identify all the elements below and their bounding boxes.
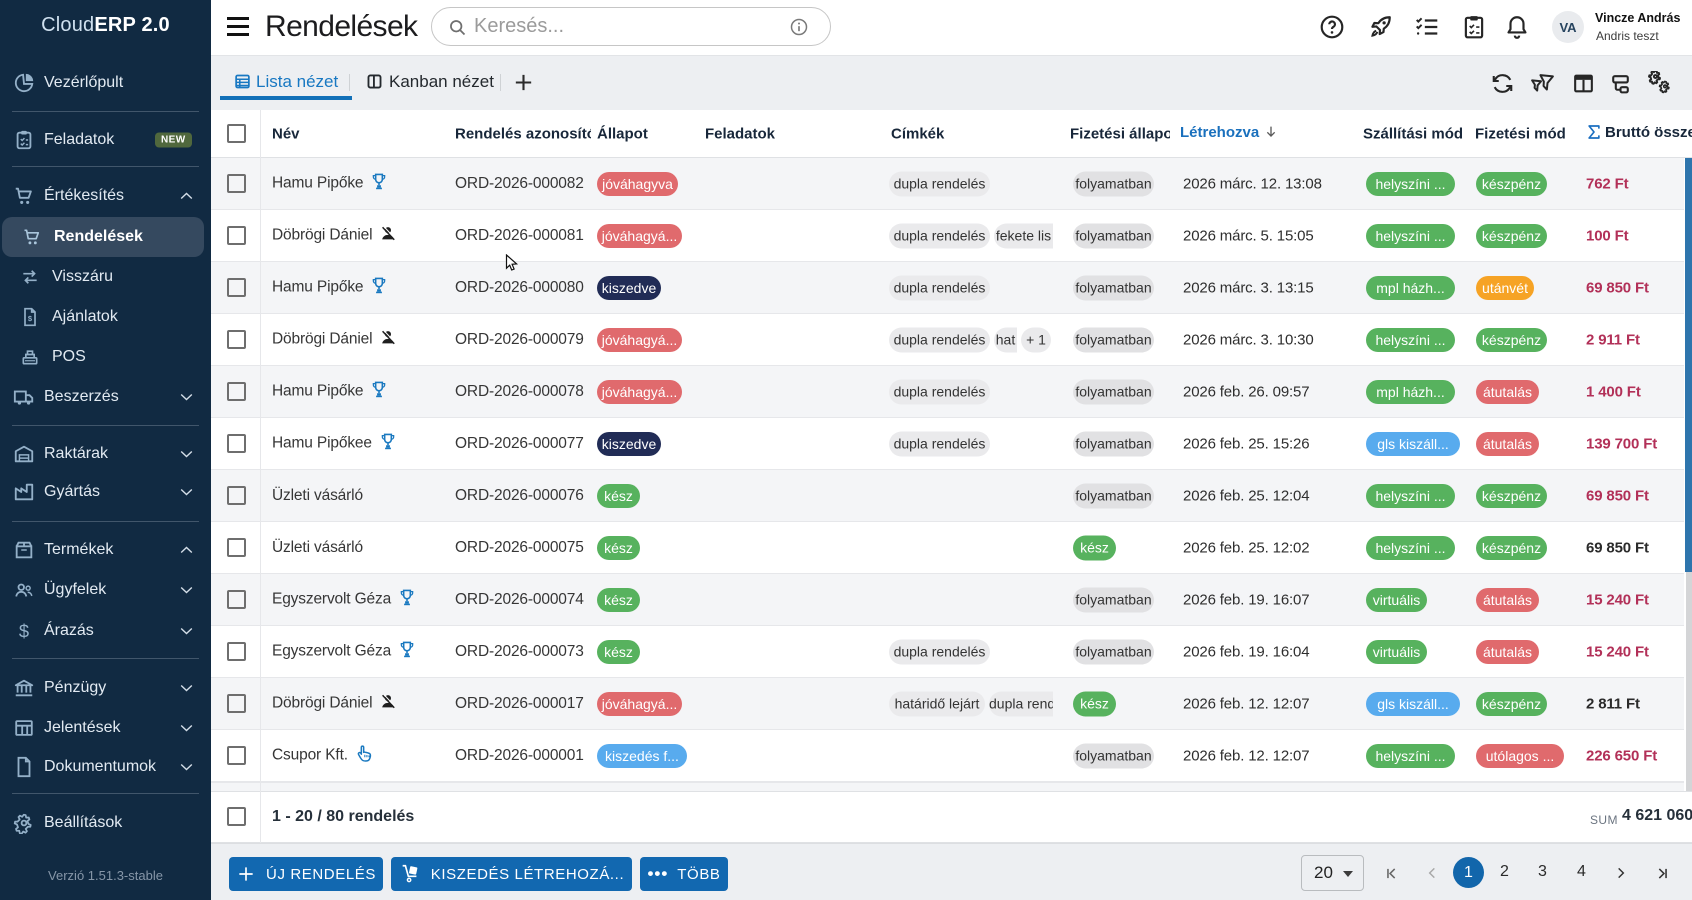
svg-text:$: $: [19, 620, 29, 641]
svg-text:$: $: [28, 314, 33, 323]
